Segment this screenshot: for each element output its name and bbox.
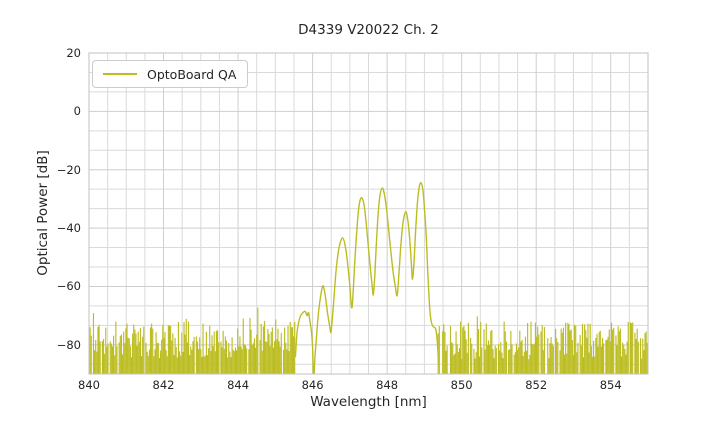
chart-title: D4339 V20022 Ch. 2 xyxy=(298,22,439,38)
spectrum-trace xyxy=(294,182,440,374)
x-axis-label: Wavelength [nm] xyxy=(310,394,427,410)
legend-line-swatch xyxy=(103,72,137,76)
x-tick-label: 848 xyxy=(376,378,399,392)
y-tick-label: −20 xyxy=(56,162,81,177)
y-tick-label: 0 xyxy=(73,104,81,119)
x-tick-label: 850 xyxy=(450,378,473,392)
x-tick-label: 844 xyxy=(227,378,250,392)
grid-minor xyxy=(89,53,648,374)
noise-trace xyxy=(89,307,648,374)
x-tick-label: 854 xyxy=(599,378,622,392)
legend-label: OptoBoard QA xyxy=(147,66,237,82)
legend: OptoBoard QA xyxy=(92,60,249,88)
y-tick-label: 20 xyxy=(66,46,81,60)
y-tick-label: −40 xyxy=(56,221,81,236)
x-tick-label: 852 xyxy=(525,378,548,392)
y-tick-label: −60 xyxy=(56,279,81,294)
plot-border xyxy=(88,52,649,375)
x-tick-label: 842 xyxy=(152,378,175,392)
y-tick-label: −80 xyxy=(56,337,81,352)
x-tick-label: 840 xyxy=(78,378,100,392)
x-tick-label: 846 xyxy=(301,378,324,392)
